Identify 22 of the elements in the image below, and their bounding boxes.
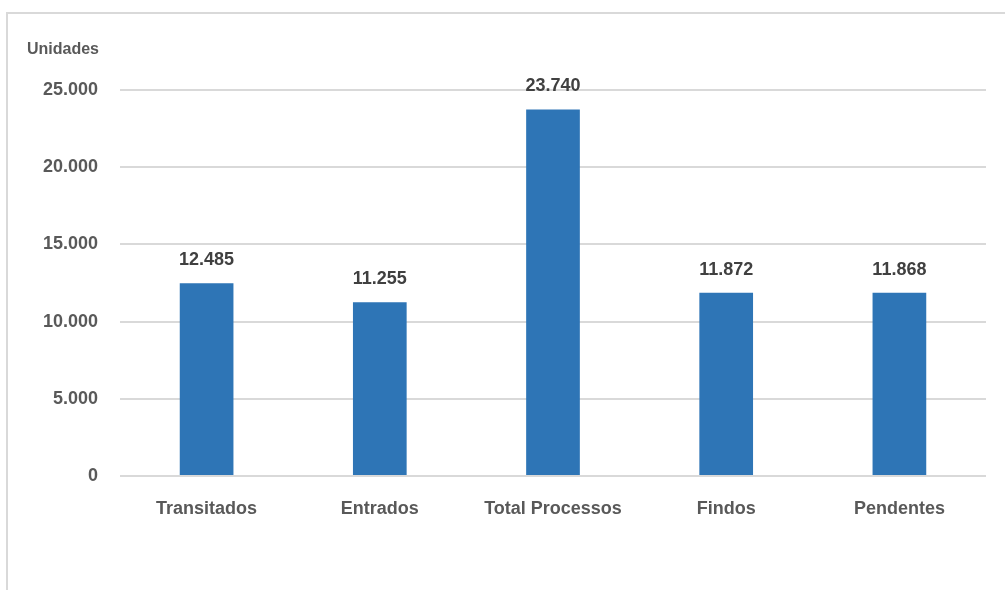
x-tick-label: Transitados xyxy=(156,497,258,518)
data-label: 11.868 xyxy=(872,258,927,279)
y-tick-label: 0 xyxy=(87,464,98,485)
data-label: 23.740 xyxy=(525,75,581,96)
bar xyxy=(699,292,754,475)
data-label: 12.485 xyxy=(179,249,235,270)
y-axis-title: Unidades xyxy=(27,40,100,58)
bar xyxy=(526,109,580,475)
bar xyxy=(179,283,234,475)
y-tick-label: 10.000 xyxy=(42,310,98,331)
x-tick-label: Entrados xyxy=(340,497,419,518)
y-tick-label: 5.000 xyxy=(52,387,98,408)
y-tick-label: 20.000 xyxy=(42,156,98,177)
x-tick-label: Total Processos xyxy=(484,497,622,518)
bar xyxy=(872,292,927,475)
x-tick-label: Pendentes xyxy=(853,497,945,518)
x-tick-label: Findos xyxy=(696,497,756,518)
data-label: 11.255 xyxy=(352,268,407,289)
y-tick-label: 15.000 xyxy=(42,233,98,254)
bar xyxy=(352,302,407,475)
data-label: 11.872 xyxy=(699,258,754,279)
y-tick-label: 25.000 xyxy=(42,78,98,99)
